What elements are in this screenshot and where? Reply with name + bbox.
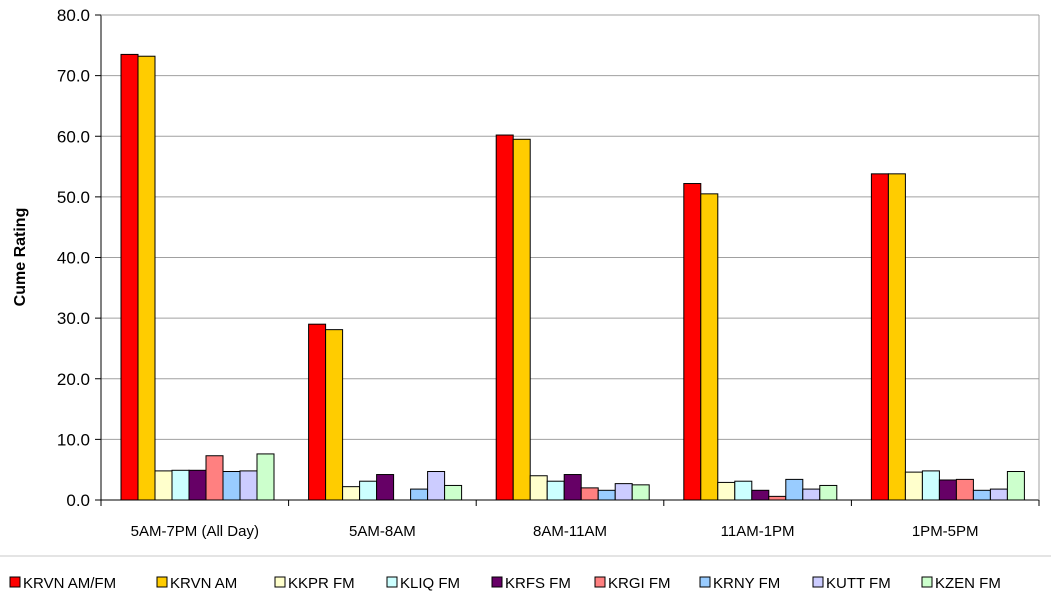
bar [904, 471, 923, 501]
y-tick-label: 40.0 [57, 249, 90, 268]
y-tick-label: 10.0 [57, 430, 90, 449]
legend-label: KLIQ FM [400, 575, 460, 592]
legend-swatch [921, 576, 933, 588]
bar [222, 471, 241, 501]
bar [870, 173, 889, 501]
y-tick-label: 30.0 [57, 309, 90, 328]
legend-label: KUTT FM [826, 575, 891, 592]
x-tick-label: 1PM-5PM [912, 523, 979, 540]
bar [631, 484, 650, 501]
bar [802, 488, 821, 501]
bar [308, 323, 327, 501]
legend-label: KRFS FM [505, 575, 571, 592]
axes [100, 14, 1040, 506]
bar [734, 480, 753, 501]
bar [256, 453, 275, 501]
bar [683, 183, 702, 501]
bar [239, 470, 258, 501]
bar [938, 479, 957, 501]
bar [597, 489, 616, 501]
x-tick-label: 5AM-8AM [349, 523, 416, 540]
legend-swatch [812, 576, 824, 588]
bar [495, 134, 514, 501]
y-axis-ticks: 0.0 10.0 20.0 30.0 40.0 50.0 60.0 70.0 80.0 [57, 6, 101, 510]
bar [768, 495, 787, 501]
bar [580, 487, 599, 501]
legend-swatch [491, 576, 503, 588]
bar [989, 488, 1008, 501]
bar [137, 55, 156, 501]
x-axis-labels: 5AM-7PM (All Day) 5AM-8AM 8AM-11AM 11AM-1PM… [131, 523, 979, 540]
bar [342, 486, 361, 501]
bar [512, 138, 531, 501]
bar [376, 474, 395, 501]
gridlines [101, 14, 1039, 440]
bar [972, 489, 991, 501]
y-tick-label: 0.0 [66, 491, 90, 510]
bar [785, 478, 804, 501]
x-tick-label: 8AM-11AM [533, 523, 607, 540]
bar [205, 455, 224, 501]
legend-label: KRNY FM [713, 575, 780, 592]
bar [427, 471, 446, 501]
legend-swatch [699, 576, 711, 588]
bars [120, 53, 1025, 501]
bar [171, 469, 190, 501]
y-tick-label: 70.0 [57, 67, 90, 86]
bar [955, 478, 974, 501]
bar [563, 474, 582, 501]
bar [1006, 471, 1025, 501]
bar [700, 193, 719, 501]
y-tick-label: 80.0 [57, 6, 90, 25]
y-tick-label: 20.0 [57, 370, 90, 389]
bar [751, 489, 770, 501]
legend-label: KRVN AM [170, 575, 237, 592]
bar [359, 480, 378, 501]
legend-label: KKPR FM [288, 575, 355, 592]
bar [410, 488, 429, 501]
bar [120, 53, 139, 501]
bar [546, 480, 565, 501]
legend: KRVN AM/FM KRVN AM KKPR FM KLIQ FM KRFS FM KR… [9, 575, 1001, 592]
bar [819, 484, 838, 501]
legend-label: KRVN AM/FM [23, 575, 116, 592]
legend-swatch [386, 576, 398, 588]
y-axis-title: Cume Rating [12, 208, 29, 307]
y-tick-label: 50.0 [57, 188, 90, 207]
legend-label: KRGI FM [608, 575, 671, 592]
bar [188, 469, 207, 501]
legend-label: KZEN FM [935, 575, 1001, 592]
x-tick-label: 5AM-7PM (All Day) [131, 523, 259, 540]
bar [529, 475, 548, 501]
legend-swatch [9, 576, 21, 588]
bar [921, 470, 940, 501]
bar [614, 483, 633, 501]
legend-swatch [274, 576, 286, 588]
y-tick-label: 60.0 [57, 127, 90, 146]
bar [717, 481, 736, 501]
legend-swatch [594, 576, 606, 588]
bar [154, 470, 173, 501]
legend-swatch [156, 576, 168, 588]
x-tick-label: 11AM-1PM [721, 523, 795, 540]
bar [325, 329, 344, 501]
bar [444, 484, 463, 501]
bar [887, 173, 906, 501]
